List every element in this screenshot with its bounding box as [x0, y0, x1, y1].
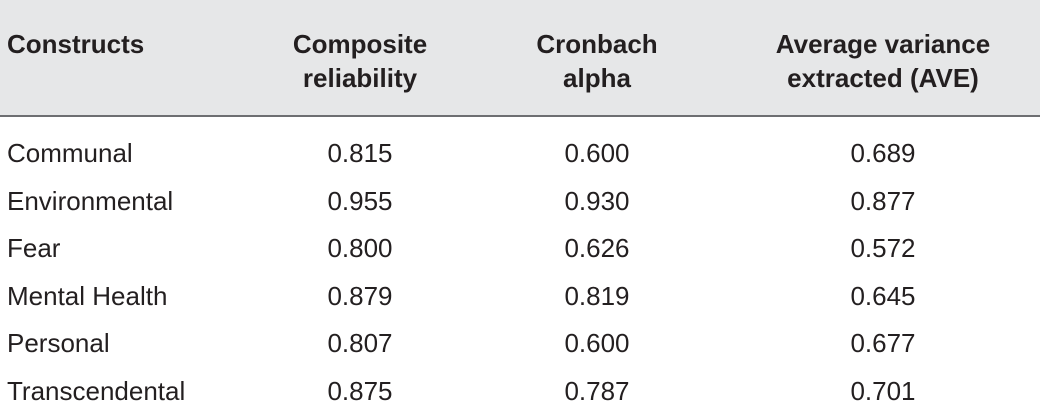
cell-construct: Communal [7, 136, 133, 170]
table-header: Constructs Composite reliability Cronbac… [0, 0, 1040, 115]
header-divider [0, 115, 1040, 117]
cell-ave: 0.701 [733, 374, 1033, 408]
table-row: Mental Health 0.879 0.819 0.645 [0, 273, 1040, 321]
cell-cronbach-alpha: 0.787 [497, 374, 697, 408]
header-composite-reliability-line-2: reliability [260, 61, 460, 95]
cell-cronbach-alpha: 0.600 [497, 136, 697, 170]
cell-composite-reliability: 0.875 [260, 374, 460, 408]
header-composite-reliability-line-1: Composite [260, 27, 460, 61]
cell-construct: Transcendental [7, 374, 185, 408]
cell-ave: 0.645 [733, 279, 1033, 313]
header-cronbach-alpha: Cronbach alpha [497, 27, 697, 95]
cell-construct: Personal [7, 326, 110, 360]
cell-ave: 0.572 [733, 231, 1033, 265]
cell-composite-reliability: 0.955 [260, 184, 460, 218]
cell-cronbach-alpha: 0.930 [497, 184, 697, 218]
cell-ave: 0.877 [733, 184, 1033, 218]
header-ave: Average variance extracted (AVE) [733, 27, 1033, 95]
cell-composite-reliability: 0.807 [260, 326, 460, 360]
cell-cronbach-alpha: 0.626 [497, 231, 697, 265]
table-row: Communal 0.815 0.600 0.689 [0, 130, 1040, 178]
cell-ave: 0.689 [733, 136, 1033, 170]
cell-construct: Environmental [7, 184, 173, 218]
table-row: Fear 0.800 0.626 0.572 [0, 225, 1040, 273]
table-row: Transcendental 0.875 0.787 0.701 [0, 368, 1040, 415]
data-table: Constructs Composite reliability Cronbac… [0, 0, 1040, 404]
cell-cronbach-alpha: 0.819 [497, 279, 697, 313]
cell-composite-reliability: 0.879 [260, 279, 460, 313]
cell-composite-reliability: 0.800 [260, 231, 460, 265]
table-row: Environmental 0.955 0.930 0.877 [0, 178, 1040, 226]
cell-ave: 0.677 [733, 326, 1033, 360]
cell-cronbach-alpha: 0.600 [497, 326, 697, 360]
cell-composite-reliability: 0.815 [260, 136, 460, 170]
header-cronbach-alpha-line-1: Cronbach [497, 27, 697, 61]
header-composite-reliability: Composite reliability [260, 27, 460, 95]
header-cronbach-alpha-line-2: alpha [497, 61, 697, 95]
cell-construct: Mental Health [7, 279, 167, 313]
table-row: Personal 0.807 0.600 0.677 [0, 320, 1040, 368]
header-constructs: Constructs [7, 27, 144, 61]
table-body: Communal 0.815 0.600 0.689 Environmental… [0, 130, 1040, 415]
header-ave-line-2: extracted (AVE) [733, 61, 1033, 95]
header-ave-line-1: Average variance [733, 27, 1033, 61]
cell-construct: Fear [7, 231, 60, 265]
header-constructs-line-1: Constructs [7, 27, 144, 61]
